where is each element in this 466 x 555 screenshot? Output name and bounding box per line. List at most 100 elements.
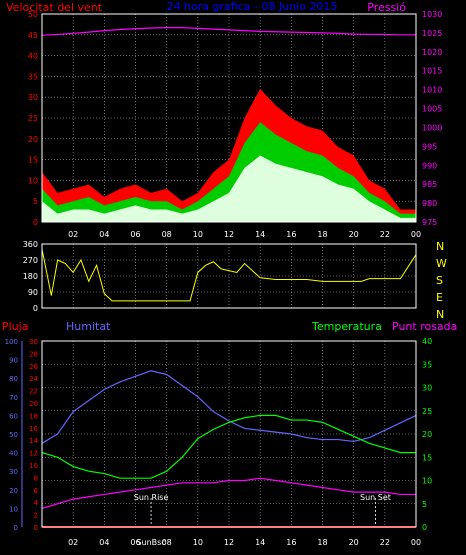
humidity-ticks: 0 10 20 30 40 50 60 70 80 90 100 [5,338,18,532]
x-tick-label: 02 [68,538,78,547]
wind-speed-ticks: 0 5 10 15 20 25 30 35 40 45 50 [28,10,38,227]
x-tick-label: 14 [255,230,265,239]
x-tick-label: 04 [99,230,109,239]
compass-label: W [436,257,447,270]
rain-tick-label: 20 [29,400,38,408]
pressure-tick-label: 985 [422,180,437,189]
pressure-tick-label: 1025 [422,29,442,38]
wind-speed-tick-label: 30 [28,93,38,102]
x-tick-label: 12 [224,230,234,239]
x-tick-label: 06 [130,538,140,547]
dewpoint-line [41,477,416,509]
wind-direction-series [41,249,417,302]
climate-frame [41,340,417,528]
chart-title: 24 hora grafica - 08 Junio 2015 [167,0,338,13]
x-tick-label: 12 [224,538,234,547]
rain-tick-label: 10 [29,462,38,470]
wind-speed-tick-label: 35 [28,72,38,81]
x-tick-label: 18 [317,230,327,239]
x-tick-label: 04 [99,538,109,547]
temperature-tick-label: 0 [422,523,427,532]
x-tick-label: SunBsc [136,538,165,547]
climate-panel: Pluja Humitat Temperatura Punt rosada Su… [2,320,457,547]
wind-speed-tick-label: 45 [28,31,38,40]
temperature-ticks: 0 5 10 15 20 25 30 35 40 [422,337,432,532]
compass-label: E [436,291,443,304]
wind-direction-grid [42,243,417,309]
x-tick-label: 02 [68,230,78,239]
pressure-ticks: 975 980 985 990 995 1000 1005 1010 1015 1020 1025 1… [422,10,442,227]
humidity-tick-label: 70 [9,394,18,402]
temperature-tick-label: 20 [422,430,432,439]
sun-annotations: Sun Rise Sun Set [134,493,391,527]
humidity-tick-label: 80 [9,375,18,383]
humidity-tick-label: 60 [9,412,18,420]
wind-speed-tick-label: 25 [28,114,38,123]
pressure-tick-label: 1015 [422,67,442,76]
humidity-line [41,370,417,444]
wind-speed-tick-label: 5 [33,197,38,206]
rain-tick-label: 0 [34,524,38,532]
rain-tick-label: 30 [29,338,38,346]
x-tick-label: 06 [130,230,140,239]
rain-tick-label: 8 [34,474,38,482]
wind-direction-frame [41,243,417,309]
rain-tick-label: 22 [29,388,38,396]
wind-direction-tick-label: 0 [33,304,38,313]
humidity-tick-label: 20 [9,487,18,495]
rain-tick-label: 18 [29,412,38,420]
pressure-tick-label: 990 [422,161,437,170]
rain-tick-label: 4 [34,499,39,507]
x-tick-label: 00 [411,230,421,239]
humidity-tick-label: 50 [9,431,18,439]
x-tick-label: 20 [349,230,359,239]
humidity-tick-label: 40 [9,450,18,458]
x-tick-label: 08 [162,538,172,547]
pressure-tick-label: 975 [422,218,437,227]
temperature-tick-label: 30 [422,384,432,393]
compass-label: N [436,308,444,321]
temperature-tick-label: 10 [422,477,432,486]
humidity-tick-label: 0 [14,524,18,532]
x-tick-label: 16 [286,538,296,547]
pressure-axis-label: Pressió [367,1,406,14]
x-tick-label: 08 [162,230,172,239]
pressure-tick-label: 1000 [422,123,442,132]
temperature-line [41,414,416,479]
sun-marker-label: Sun Set [360,493,391,502]
wind-pressure-series [41,27,416,222]
rain-tick-label: 12 [29,450,38,458]
temperature-axis-label: Temperatura [311,320,382,333]
wind-direction-tick-label: 90 [28,288,38,297]
rain-tick-label: 2 [34,512,38,520]
wind-pressure-panel: Velocitat del vent 24 hora grafica - 08 … [6,0,442,239]
dewpoint-axis-label: Punt rosada [392,320,457,333]
wind-direction-tick-label: 360 [23,240,38,249]
humidity-tick-label: 100 [5,338,18,346]
wind-pressure-x-ticks: 02 04 06 08 10 12 14 16 18 20 22 00 [68,230,421,239]
pressure-tick-label: 1020 [422,48,442,57]
humidity-axis-label: Humitat [66,320,111,333]
pressure-tick-label: 1010 [422,86,442,95]
x-tick-label: 22 [380,538,390,547]
wind-direction-line [41,249,417,302]
wind-direction-ticks: 0 90 180 270 360 [23,240,38,313]
humidity-tick-label: 30 [9,468,18,476]
x-tick-label: 14 [255,538,265,547]
wind-speed-axis-label: Velocitat del vent [6,1,103,14]
humidity-tick-label: 10 [9,505,18,513]
wind-speed-tick-label: 0 [33,218,38,227]
temperature-tick-label: 15 [422,453,432,462]
x-tick-label: 00 [411,538,421,547]
x-tick-label: 10 [193,538,203,547]
pressure-line [41,27,416,36]
x-tick-label: 22 [380,230,390,239]
temperature-tick-label: 25 [422,407,432,416]
pressure-tick-label: 1030 [422,10,442,19]
pressure-tick-label: 1005 [422,105,442,114]
wind-direction-tick-label: 270 [23,256,38,265]
